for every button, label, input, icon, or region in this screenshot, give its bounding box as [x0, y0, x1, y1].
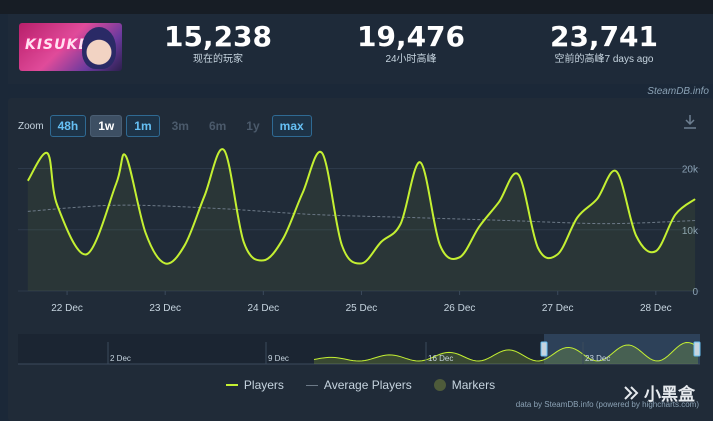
x-tick-label: 24 Dec	[247, 303, 279, 314]
navigator-label: 23 Dec	[585, 354, 610, 363]
zoom-1y-button: 1y	[246, 119, 260, 133]
game-logo-text: KISUKE	[25, 37, 89, 53]
steamdb-credit[interactable]: SteamDB.info	[647, 86, 709, 97]
legend-average-label: Average Players	[323, 378, 412, 392]
zoom-1m-button[interactable]: 1m	[126, 115, 160, 137]
x-tick-label: 26 Dec	[444, 303, 476, 314]
zoom-3m-button: 3m	[171, 119, 189, 133]
navigator-handle-left[interactable]	[540, 341, 548, 357]
zoom-1w-button[interactable]: 1w	[90, 115, 123, 137]
watermark-text: 小黑盒	[644, 385, 695, 404]
stat-label: 24小时高峰	[385, 54, 437, 65]
navigator-label: 2 Dec	[110, 354, 131, 363]
players-area	[27, 149, 696, 291]
navigator-line	[313, 342, 699, 362]
chart-panel: 0 10k 20k 22 Dec 23 Dec 24 Dec 25 Dec 26 Dec 27 …	[8, 98, 713, 421]
y-tick-label: 20k	[682, 165, 699, 176]
zoom-max-button[interactable]: max	[271, 115, 312, 137]
zoom-6m-button: 6m	[208, 119, 227, 133]
markers-swatch	[433, 379, 446, 391]
stat-value: 23,741	[549, 20, 659, 53]
zoom-controls: Zoom 48h 1w 1m 3m 6m 1y max	[18, 115, 312, 137]
x-tick-label: 27 Dec	[542, 303, 574, 314]
x-tick-label: 25 Dec	[346, 303, 378, 314]
zoom-label: Zoom	[18, 120, 44, 132]
stats-bar: KISUKE 15,238 现在的玩家 19,476 24小时高峰 23,741…	[8, 14, 713, 84]
players-swatch	[225, 384, 238, 386]
navigator-label: 16 Dec	[428, 354, 453, 363]
character-art	[82, 27, 116, 69]
zoom-48h-button[interactable]: 48h	[49, 115, 87, 137]
stat-value: 19,476	[356, 20, 466, 53]
navigator-selection	[544, 334, 700, 364]
footer-credit: data by SteamDB.info (powered by highcha…	[515, 400, 699, 409]
players-line	[26, 148, 696, 265]
legend-markers[interactable]: Markers	[433, 378, 496, 392]
navigator-area	[314, 342, 698, 364]
top-strip	[0, 0, 713, 14]
navigator-label: 9 Dec	[268, 354, 289, 363]
average-swatch	[305, 384, 318, 386]
stat-label: 现在的玩家	[193, 54, 243, 65]
stat-all-time-peak: 23,741 空前的高峰7 days ago	[524, 20, 684, 66]
legend-players-label: Players	[243, 378, 284, 392]
game-capsule-image[interactable]: KISUKE	[19, 23, 122, 71]
y-tick-label: 0	[692, 287, 698, 298]
stat-value: 15,238	[163, 20, 273, 53]
y-tick-label: 10k	[682, 226, 699, 237]
watermark: 小黑盒	[622, 380, 695, 405]
legend-average-players[interactable]: Average Players	[305, 378, 412, 392]
download-icon[interactable]	[683, 114, 697, 130]
chart-legend: Players Average Players Markers	[8, 378, 713, 392]
stat-current-players: 15,238 现在的玩家	[138, 20, 298, 66]
stat-24h-peak: 19,476 24小时高峰	[331, 20, 491, 66]
watermark-logo-icon	[624, 385, 639, 400]
x-tick-label: 23 Dec	[149, 303, 181, 314]
legend-markers-label: Markers	[451, 378, 496, 392]
average-players-line	[27, 204, 696, 225]
stat-label: 空前的高峰7 days ago	[554, 54, 654, 65]
players-chart: 0 10k 20k 22 Dec 23 Dec 24 Dec 25 Dec 26 Dec 27 …	[18, 148, 701, 365]
legend-players[interactable]: Players	[225, 378, 284, 392]
x-tick-label: 22 Dec	[51, 303, 83, 314]
x-tick-label: 28 Dec	[640, 303, 672, 314]
navigator-handle-right[interactable]	[693, 341, 701, 357]
